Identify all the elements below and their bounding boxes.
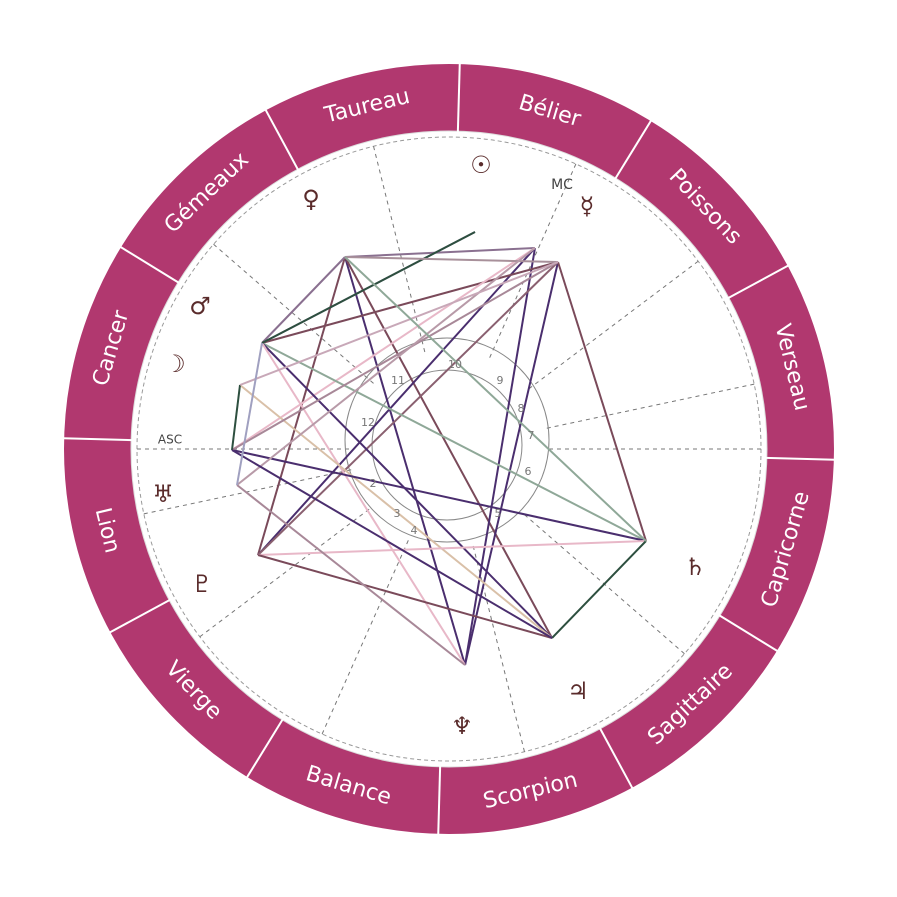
house-number: 12: [361, 416, 375, 429]
sign-separator: [245, 718, 284, 779]
house-number: 3: [394, 507, 401, 520]
aspect-line: [261, 342, 647, 542]
aspect-line: [236, 484, 466, 666]
house-number: 7: [528, 429, 535, 442]
sign-separator: [727, 264, 790, 300]
house-number: 8: [518, 402, 525, 415]
aspect-line: [261, 342, 466, 666]
mc-label: MC: [551, 177, 573, 193]
planet-symbol: ♇: [191, 570, 213, 598]
planet-symbol: ☿: [580, 192, 595, 220]
aspect-line: [231, 384, 241, 451]
aspect-lines: [231, 231, 647, 666]
sign-separator: [765, 456, 835, 461]
sign-separator: [614, 119, 653, 180]
sign-separator: [264, 108, 300, 171]
aspect-line: [261, 256, 346, 344]
house-number: 10: [448, 358, 462, 371]
sign-separator: [63, 437, 133, 442]
aspect-line: [261, 261, 559, 344]
aspect-line: [344, 256, 559, 263]
house-number: 6: [525, 465, 532, 478]
aspect-line: [551, 540, 647, 639]
planet-symbol: ♄: [684, 553, 706, 581]
aspect-line: [236, 247, 536, 486]
sign-separator: [456, 63, 461, 133]
house-number: 9: [497, 374, 504, 387]
planet-symbol: ♅: [152, 480, 174, 508]
aspect-line: [344, 256, 466, 666]
aspect-line: [257, 247, 536, 556]
house-number: 4: [411, 524, 418, 537]
planet-symbol: ♃: [567, 677, 589, 705]
planet-symbol: ♂: [189, 292, 211, 320]
planet-symbol: ♆: [451, 712, 473, 740]
aspect-line: [231, 247, 536, 451]
sign-separator: [119, 245, 180, 284]
zodiac-ring: [64, 64, 834, 834]
aspect-line: [464, 247, 536, 666]
sign-separator: [108, 598, 171, 634]
cusp-line: [546, 382, 759, 429]
sign-separator: [437, 765, 442, 835]
aspect-line: [261, 231, 476, 344]
aspect-line: [236, 342, 263, 486]
aspect-line: [257, 554, 553, 639]
aspect-line: [557, 261, 647, 542]
aspect-line: [231, 449, 553, 639]
aspect-line: [261, 342, 553, 639]
sign-separator: [718, 614, 779, 653]
planet-symbol: ♀: [302, 185, 320, 213]
planet-symbol: ☉: [470, 151, 492, 179]
aspect-line: [257, 261, 559, 556]
aspect-line: [344, 256, 553, 639]
aspect-line: [231, 261, 559, 451]
cusp-line: [196, 508, 370, 640]
house-circle: [344, 337, 550, 543]
cusp-line: [320, 540, 409, 738]
house-cusps: [133, 142, 765, 756]
house-number: 5: [495, 507, 502, 520]
sign-separator: [598, 727, 634, 790]
aspect-line: [239, 384, 553, 639]
aspect-line: [464, 261, 559, 666]
asc-label: ASC: [158, 433, 182, 447]
house-number: 2: [370, 477, 377, 490]
cusp-line: [528, 258, 702, 390]
house-number: 11: [391, 374, 405, 387]
planet-symbol: ☽: [164, 350, 186, 378]
aspect-line: [344, 256, 647, 542]
cusp-line: [524, 514, 688, 657]
aspect-line: [344, 247, 536, 258]
aspect-line: [239, 261, 559, 386]
aspect-line: [231, 449, 647, 542]
